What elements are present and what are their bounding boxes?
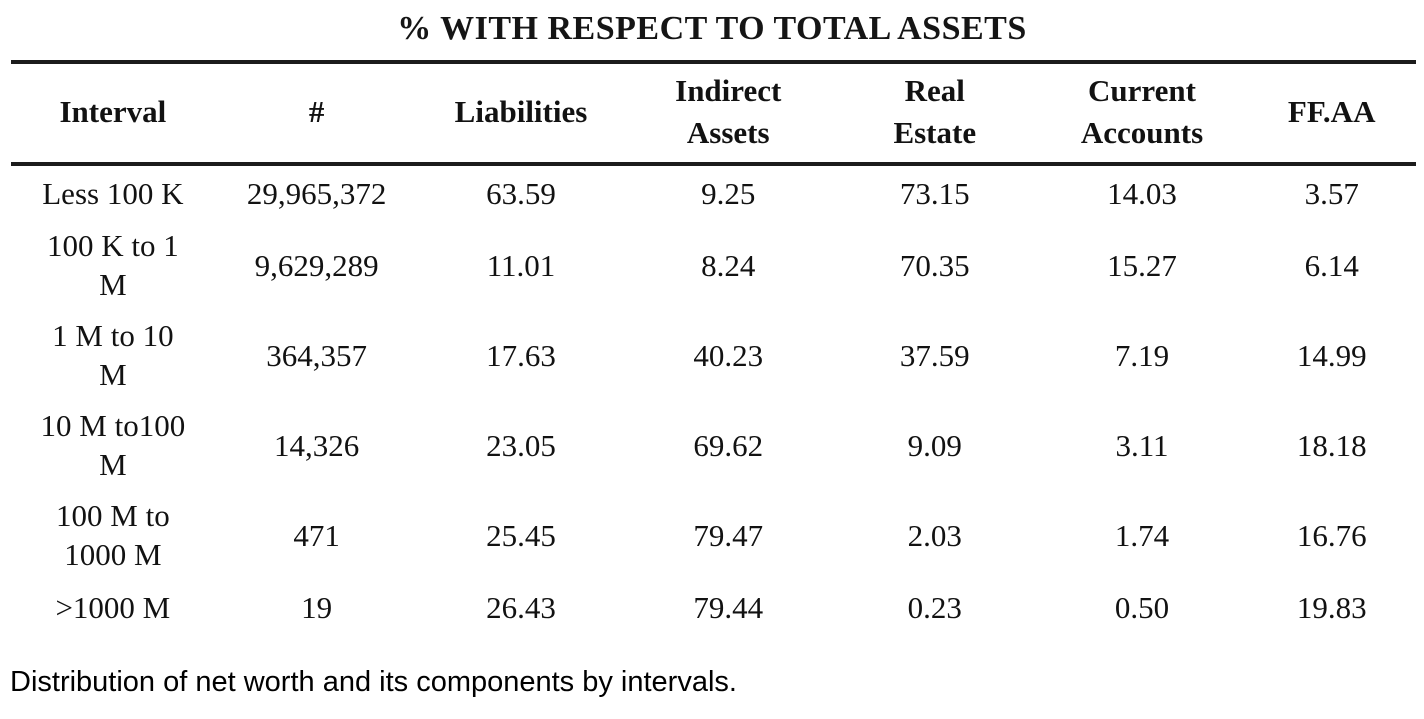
table-row-4: 100 M to 1000 M 471 25.45 79.47 2.03 1.74 16.7… — [11, 490, 1416, 580]
cell-liabilities: 17.63 — [486, 337, 556, 373]
cell-interval: 1 M to 10 M — [52, 318, 174, 392]
cell-count: 14,326 — [273, 427, 360, 463]
cell-interval: >1000 M — [55, 589, 171, 625]
cell-indirect_assets: 9.25 — [701, 175, 756, 211]
table-row-1: 100 K to 1 M 9,629,289 11.01 8.24 70.35 15.27… — [11, 220, 1416, 310]
table-row-5: >1000 M 19 26.43 79.44 0.23 0.50 19.83 — [11, 580, 1416, 634]
column-header-count: # — [214, 62, 419, 166]
cell-interval: Less 100 K — [42, 175, 184, 211]
column-header-interval: Interval — [11, 62, 215, 166]
cell-ffaa: 16.76 — [1296, 517, 1367, 553]
cell-liabilities: 63.59 — [486, 175, 556, 211]
column-header-current_accounts: Current Accounts — [1036, 62, 1248, 166]
cell-liabilities: 26.43 — [486, 589, 556, 625]
cell-ffaa: 18.18 — [1296, 427, 1367, 463]
net-worth-table: Interval # Liabilities Indirect Assets Real … — [11, 60, 1416, 634]
column-header-indirect_assets: Indirect Assets — [623, 62, 833, 166]
cell-liabilities: 23.05 — [486, 427, 556, 463]
column-header-ffaa: FF.AA — [1247, 62, 1416, 166]
cell-real_estate: 0.23 — [907, 589, 962, 625]
table-row-2: 1 M to 10 M 364,357 17.63 40.23 37.59 7.19 14.… — [11, 310, 1416, 400]
column-header-real_estate: Real Estate — [832, 62, 1037, 166]
cell-interval: 10 M to100 M — [40, 408, 186, 482]
cell-ffaa: 14.99 — [1296, 337, 1367, 373]
table-body: Less 100 K 29,965,372 63.59 9.25 73.15 14.03 3… — [11, 164, 1416, 634]
cell-current_accounts: 1.74 — [1114, 517, 1170, 553]
cell-current_accounts: 15.27 — [1107, 247, 1177, 283]
cell-real_estate: 2.03 — [907, 517, 962, 553]
cell-ffaa: 6.14 — [1304, 247, 1359, 283]
cell-count: 471 — [293, 517, 340, 553]
table-row-0: Less 100 K 29,965,372 63.59 9.25 73.15 14.03 3… — [11, 164, 1416, 220]
cell-count: 19 — [301, 589, 333, 625]
table-row-3: 10 M to100 M 14,326 23.05 69.62 9.09 3.11 18.1… — [11, 400, 1416, 490]
paper-table-figure: % WITH RESPECT TO TOTAL ASSETS Interval #… — [0, 7, 1424, 719]
cell-indirect_assets: 79.44 — [693, 589, 764, 625]
table-title: % WITH RESPECT TO TOTAL ASSETS — [397, 10, 1027, 47]
cell-count: 9,629,289 — [254, 247, 379, 283]
cell-real_estate: 70.35 — [899, 247, 970, 283]
cell-indirect_assets: 8.24 — [701, 247, 756, 283]
cell-liabilities: 11.01 — [486, 247, 556, 283]
cell-current_accounts: 0.50 — [1114, 589, 1170, 625]
cell-current_accounts: 3.11 — [1115, 427, 1169, 463]
cell-count: 364,357 — [266, 337, 367, 373]
cell-current_accounts: 7.19 — [1114, 337, 1170, 373]
table-header: Interval # Liabilities Indirect Assets Real … — [11, 62, 1416, 166]
cell-liabilities: 25.45 — [486, 517, 556, 553]
cell-indirect_assets: 40.23 — [693, 337, 764, 373]
header-row: Interval # Liabilities Indirect Assets Real … — [11, 62, 1416, 166]
cell-current_accounts: 14.03 — [1107, 175, 1177, 211]
column-header-liabilities: Liabilities — [418, 62, 624, 166]
cell-ffaa: 19.83 — [1296, 589, 1367, 625]
cell-indirect_assets: 69.62 — [693, 427, 764, 463]
cell-real_estate: 37.59 — [899, 337, 970, 373]
cell-ffaa: 3.57 — [1304, 175, 1359, 211]
table-caption: Distribution of net worth and its compon… — [10, 666, 737, 698]
cell-count: 29,965,372 — [246, 175, 387, 211]
cell-real_estate: 73.15 — [899, 175, 970, 211]
cell-interval: 100 K to 1 M — [46, 228, 179, 302]
cell-real_estate: 9.09 — [907, 427, 962, 463]
cell-indirect_assets: 79.47 — [693, 517, 764, 553]
cell-interval: 100 M to 1000 M — [56, 498, 170, 572]
